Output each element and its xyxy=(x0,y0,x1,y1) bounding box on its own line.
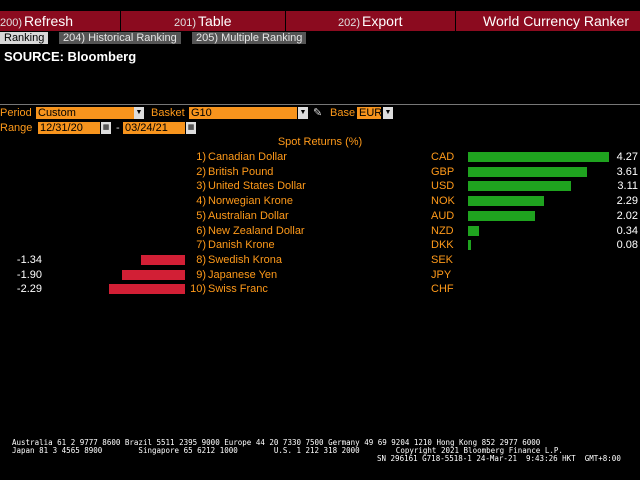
function-toolbar: 200) Refresh 201) Table 202) Export World C… xyxy=(0,11,640,31)
toolbar-divider xyxy=(455,11,456,31)
footer-phones-line2: Japan 81 3 4565 8900 Singapore 65 6212 1… xyxy=(12,446,563,455)
row-currency-code: CHF xyxy=(431,283,454,295)
row-currency-code: DKK xyxy=(431,239,454,251)
bar-positive xyxy=(468,226,479,236)
source-label: SOURCE: Bloomberg xyxy=(4,49,137,64)
bar-positive xyxy=(468,167,587,177)
bar-positive xyxy=(468,240,471,250)
tab-multiple-ranking[interactable]: 205) Multiple Ranking xyxy=(192,32,307,44)
calendar-icon[interactable]: ▦ xyxy=(101,122,111,134)
bar-positive xyxy=(468,196,544,206)
basket-label: Basket xyxy=(151,107,185,119)
table-button[interactable]: 201) Table xyxy=(174,11,232,31)
table-label: Table xyxy=(198,13,232,29)
row-currency-code: JPY xyxy=(431,269,452,281)
base-dropdown-icon[interactable]: ▼ xyxy=(383,107,393,119)
row-value: -1.34 xyxy=(16,254,42,266)
row-value: 3.11 xyxy=(617,180,638,192)
row-currency-name[interactable]: Australian Dollar xyxy=(208,210,289,222)
range-label: Range xyxy=(0,122,33,134)
toolbar-divider xyxy=(120,11,121,31)
row-currency-name[interactable]: Canadian Dollar xyxy=(208,151,287,163)
basket-select[interactable]: G10 xyxy=(189,107,297,119)
bar-negative xyxy=(122,270,185,280)
row-currency-code: NOK xyxy=(431,195,455,207)
row-currency-code: AUD xyxy=(431,210,455,222)
export-shortcut: 202) xyxy=(338,17,361,29)
row-currency-name[interactable]: United States Dollar xyxy=(208,180,306,192)
row-rank: 9) xyxy=(196,269,206,281)
app-title: World Currency Ranker xyxy=(483,13,630,29)
row-rank: 7) xyxy=(196,239,206,251)
base-select[interactable]: EUR xyxy=(357,107,383,119)
row-currency-name[interactable]: Swiss Franc xyxy=(208,283,268,295)
refresh-label: Refresh xyxy=(24,13,74,29)
range-separator: - xyxy=(116,122,120,134)
basket-dropdown-icon[interactable]: ▼ xyxy=(298,107,308,119)
period-dropdown-icon[interactable]: ▼ xyxy=(134,107,144,119)
row-rank: 5) xyxy=(196,210,206,222)
row-rank: 6) xyxy=(196,225,206,237)
row-value: 0.08 xyxy=(616,239,638,251)
bar-positive xyxy=(468,152,609,162)
pencil-icon[interactable]: ✎ xyxy=(313,107,323,119)
row-currency-name[interactable]: Norwegian Krone xyxy=(208,195,293,207)
tab-historical-ranking[interactable]: 204) Historical Ranking xyxy=(59,32,181,44)
toolbar-divider xyxy=(285,11,286,31)
row-value: 2.29 xyxy=(616,195,638,207)
row-currency-name[interactable]: Swedish Krona xyxy=(208,254,282,266)
row-currency-code: NZD xyxy=(431,225,454,237)
footer-session-info: SN 296161 G718-5518-1 24-Mar-21 9:43:26 … xyxy=(377,454,621,463)
refresh-button[interactable]: 200) Refresh xyxy=(0,11,73,31)
row-rank: 2) xyxy=(196,166,206,178)
bar-negative xyxy=(141,255,185,265)
row-currency-code: GBP xyxy=(431,166,455,178)
row-currency-name[interactable]: British Pound xyxy=(208,166,274,178)
row-value: 3.61 xyxy=(616,166,638,178)
divider xyxy=(0,104,640,105)
footer-phones-line1: Australia 61 2 9777 8600 Brazil 5511 239… xyxy=(12,438,541,447)
row-rank: 4) xyxy=(196,195,206,207)
period-select[interactable]: Custom xyxy=(36,107,134,119)
row-rank: 1) xyxy=(196,151,206,163)
refresh-shortcut: 200) xyxy=(0,17,23,29)
row-currency-code: SEK xyxy=(431,254,454,266)
row-currency-code: CAD xyxy=(431,151,455,163)
row-currency-name[interactable]: New Zealand Dollar xyxy=(208,225,305,237)
row-value: 0.34 xyxy=(616,225,638,237)
row-value: 2.02 xyxy=(616,210,638,222)
bar-positive xyxy=(468,211,535,221)
row-currency-name[interactable]: Japanese Yen xyxy=(208,269,278,281)
bar-positive xyxy=(468,181,571,191)
row-currency-code: USD xyxy=(431,180,455,192)
row-value: -1.90 xyxy=(16,269,42,281)
range-end-field[interactable]: 03/24/21 xyxy=(123,122,185,134)
row-value: -2.29 xyxy=(16,283,42,295)
range-start-field[interactable]: 12/31/20 xyxy=(38,122,100,134)
calendar-icon[interactable]: ▦ xyxy=(186,122,196,134)
table-title: Spot Returns (%) xyxy=(277,136,363,148)
export-label: Export xyxy=(362,13,403,29)
row-value: 4.27 xyxy=(616,151,638,163)
export-button[interactable]: 202) Export xyxy=(338,11,403,31)
row-rank: 3) xyxy=(196,180,206,192)
table-shortcut: 201) xyxy=(174,17,197,29)
period-label: Period xyxy=(0,107,32,119)
row-rank: 8) xyxy=(196,254,206,266)
row-currency-name[interactable]: Danish Krone xyxy=(208,239,275,251)
tab-ranking[interactable]: Ranking xyxy=(0,32,49,44)
row-rank: 10) xyxy=(190,283,206,295)
bar-negative xyxy=(109,284,185,294)
base-label: Base xyxy=(330,107,356,119)
